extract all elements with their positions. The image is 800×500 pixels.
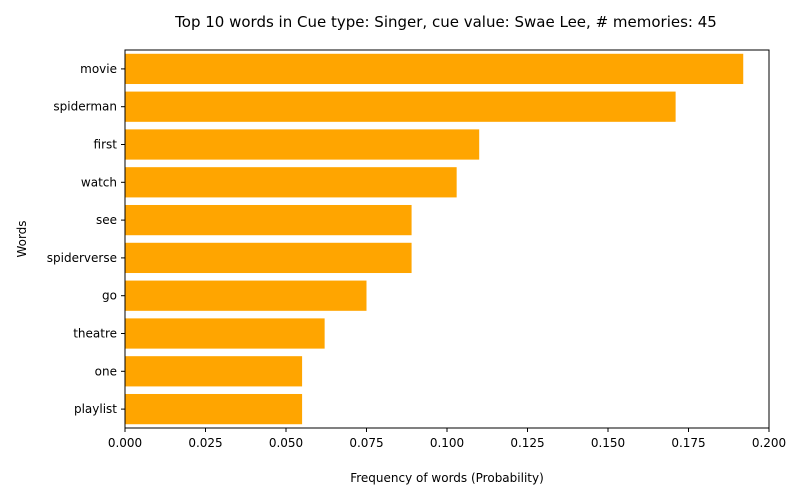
y-tick-label: movie [80, 62, 117, 76]
bars-group [125, 53, 744, 425]
x-tick-label: 0.150 [591, 436, 625, 450]
bar-see [125, 204, 412, 236]
y-tick-label: watch [81, 175, 117, 189]
x-tick-label: 0.100 [430, 436, 464, 450]
chart-title: Top 10 words in Cue type: Singer, cue va… [174, 13, 717, 31]
bar-playlist [125, 393, 303, 425]
y-tick-label: spiderman [53, 100, 117, 114]
x-tick-label: 0.200 [752, 436, 786, 450]
x-tick-label: 0.025 [188, 436, 222, 450]
bar-go [125, 280, 367, 311]
plot-frame [124, 49, 770, 429]
bar-one [125, 356, 303, 387]
bar-watch [125, 167, 457, 198]
bar-movie [125, 53, 744, 85]
x-tick-label: 0.125 [510, 436, 544, 450]
bar-first [125, 129, 480, 160]
y-tick-label: spiderverse [47, 251, 117, 265]
y-ticks-group: movie spiderman first watch see spiderverse go… [47, 62, 125, 416]
y-tick-label: see [96, 213, 117, 227]
x-tick-label: 0.175 [671, 436, 705, 450]
x-axis-label: Frequency of words (Probability) [350, 471, 544, 485]
x-tick-label: 0.000 [108, 436, 142, 450]
y-tick-label: theatre [73, 327, 117, 341]
bar-theatre [125, 318, 325, 349]
y-tick-label: one [95, 364, 117, 378]
y-tick-label: go [102, 289, 117, 303]
y-axis-label: Words [15, 220, 29, 257]
x-tick-label: 0.075 [349, 436, 383, 450]
bar-spiderman [125, 91, 676, 122]
y-tick-label: playlist [74, 402, 117, 416]
bar-spiderverse [125, 242, 412, 274]
x-ticks-group: 0.000 0.025 0.050 0.075 0.100 0.125 0.150 0.175… [108, 428, 786, 450]
x-tick-label: 0.050 [269, 436, 303, 450]
y-tick-label: first [94, 138, 118, 152]
